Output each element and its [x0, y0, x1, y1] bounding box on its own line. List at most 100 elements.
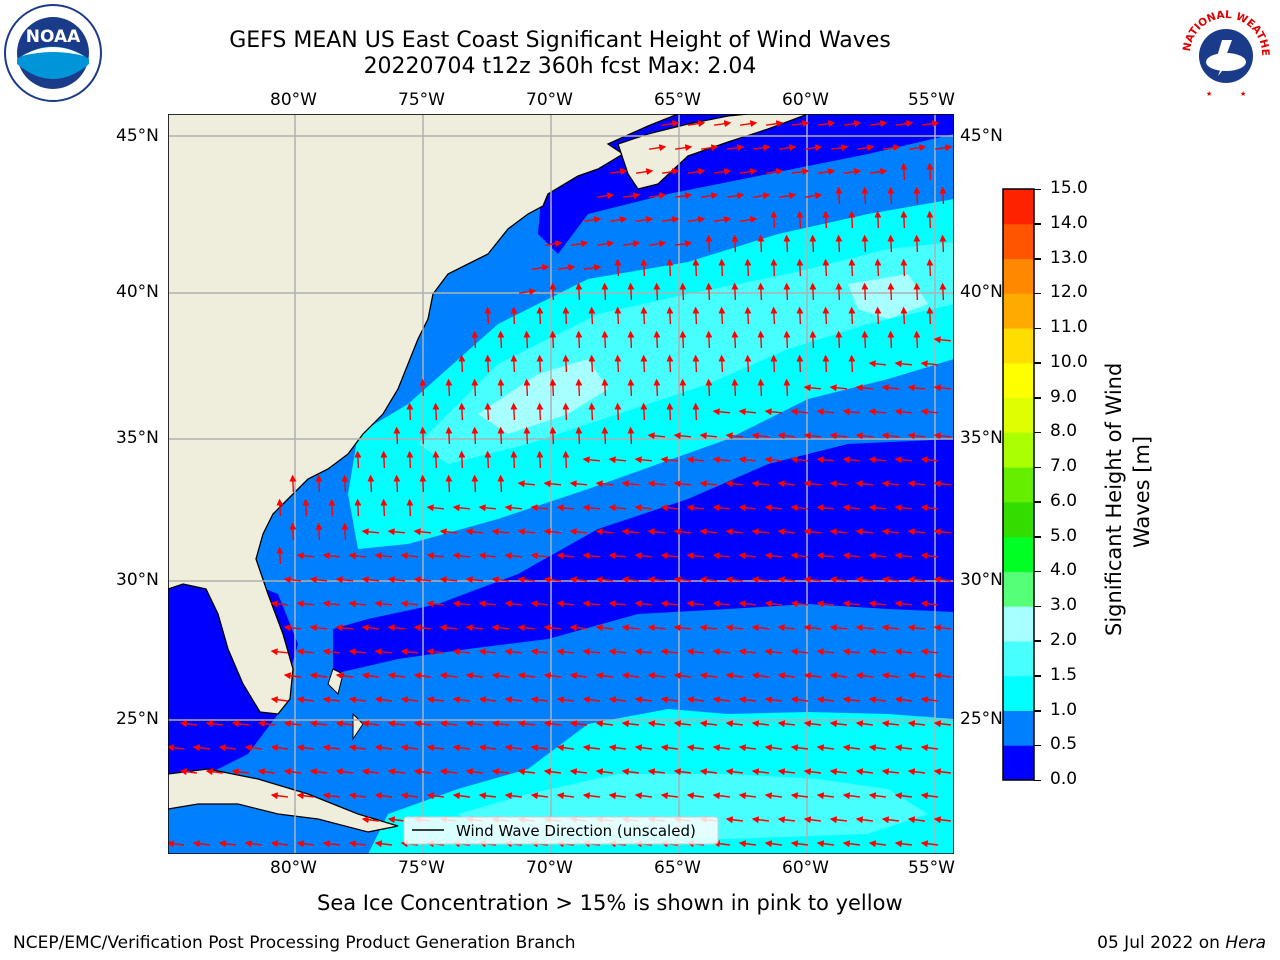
wave-direction-arrow: [920, 456, 939, 464]
wave-direction-arrow: [530, 792, 548, 800]
land-nova-scotia: [617, 114, 809, 190]
wave-direction-arrow: [244, 744, 262, 752]
wave-direction-arrow: [842, 744, 860, 752]
wave-direction-arrow: [660, 648, 679, 656]
wave-direction-arrow: [570, 240, 589, 248]
wave-direction-arrow: [452, 648, 471, 656]
wave-direction-arrow: [907, 672, 925, 680]
wave-direction-arrow: [523, 330, 531, 349]
colorbar-tick-label: 1.0: [1050, 699, 1078, 720]
wave-direction-arrow: [458, 402, 466, 421]
wave-direction-arrow: [335, 576, 354, 584]
wave-direction-arrow: [757, 330, 765, 349]
wave-direction-arrow: [491, 720, 509, 728]
legend-label: Wind Wave Direction (unscaled): [456, 822, 696, 840]
wave-direction-arrow: [718, 354, 726, 373]
wave-direction-arrow: [666, 354, 674, 373]
wave-direction-arrow: [673, 672, 691, 680]
colorbar-swatch: [1003, 189, 1034, 225]
colorbar-tick-label: 14.0: [1050, 212, 1088, 233]
wave-direction-arrow: [419, 378, 427, 397]
wave-direction-arrow: [504, 600, 523, 608]
wave-direction-arrow: [829, 432, 848, 440]
wave-direction-arrow: [712, 744, 730, 752]
wave-direction-arrow: [634, 504, 653, 512]
wave-direction-arrow: [829, 720, 847, 728]
wave-direction-arrow: [900, 306, 908, 325]
wave-direction-arrow: [705, 234, 713, 253]
wave-direction-arrow: [660, 504, 679, 512]
wave-direction-arrow: [614, 306, 622, 325]
wave-direction-arrow: [791, 120, 810, 128]
wave-direction-arrow: [549, 330, 557, 349]
wave-direction-arrow: [887, 330, 895, 349]
wave-direction-arrow: [894, 360, 913, 368]
wave-direction-arrow: [608, 552, 627, 560]
wave-direction-arrow: [556, 744, 574, 752]
wave-direction-arrow: [783, 282, 791, 301]
wave-direction-arrow: [881, 768, 899, 776]
wave-direction-arrow: [647, 480, 666, 488]
wave-direction-arrow: [465, 624, 484, 632]
wave-direction-arrow: [908, 144, 927, 152]
wave-direction-arrow: [387, 720, 405, 728]
wave-direction-arrow: [855, 624, 874, 632]
wave-direction-arrow: [738, 696, 756, 704]
wave-direction-arrow: [556, 696, 574, 704]
wave-direction-arrow: [458, 450, 466, 469]
wave-direction-arrow: [627, 282, 635, 301]
wave-direction-arrow: [686, 696, 704, 704]
wave-direction-arrow: [354, 498, 362, 517]
footer-date-text: 05 Jul 2022 on: [1097, 933, 1226, 953]
wave-direction-arrow: [816, 648, 835, 656]
wave-direction-arrow: [491, 528, 510, 536]
wave-direction-arrow: [765, 168, 784, 176]
colorbar-tick-mark: [1034, 362, 1041, 364]
wave-direction-arrow: [926, 258, 934, 277]
wave-direction-arrow: [231, 720, 249, 728]
wave-direction-arrow: [439, 576, 458, 584]
wave-direction-arrow: [764, 840, 782, 848]
wave-direction-arrow: [933, 768, 951, 776]
wave-direction-arrow: [913, 234, 921, 253]
wave-direction-arrow: [687, 120, 706, 128]
wave-direction-arrow: [335, 624, 354, 632]
colorbar: [1002, 188, 1035, 781]
lat-label-left: 25°N: [116, 709, 159, 729]
wave-direction-arrow: [679, 330, 687, 349]
wave-direction-arrow: [647, 528, 666, 536]
wave-direction-arrow: [848, 354, 856, 373]
wave-direction-arrow: [686, 600, 705, 608]
wave-direction-arrow: [569, 768, 587, 776]
wave-direction-arrow: [465, 768, 483, 776]
colorbar-tick-label: 3.0: [1050, 595, 1078, 616]
wave-direction-arrow: [648, 192, 667, 200]
wave-direction-arrow: [419, 474, 427, 493]
wave-direction-arrow: [822, 354, 830, 373]
wave-direction-arrow: [575, 426, 583, 445]
wave-direction-arrow: [822, 258, 830, 277]
wave-direction-arrow: [900, 258, 908, 277]
wave-direction-arrow: [829, 480, 848, 488]
wave-direction-arrow: [699, 672, 717, 680]
wave-direction-arrow: [868, 504, 887, 512]
wave-direction-arrow: [601, 282, 609, 301]
wave-direction-arrow: [296, 648, 315, 656]
wave-direction-arrow: [712, 552, 731, 560]
footer-host: Hera: [1225, 933, 1266, 953]
wave-direction-arrow: [536, 354, 544, 373]
wave-direction-arrow: [484, 354, 492, 373]
wave-direction-arrow: [569, 624, 588, 632]
wave-direction-arrow: [518, 288, 537, 296]
wave-direction-arrow: [861, 282, 869, 301]
wave-direction-arrow: [830, 144, 849, 152]
lon-label-top: 70°W: [526, 90, 573, 110]
wave-direction-arrow: [868, 408, 887, 416]
wave-direction-arrow: [348, 552, 367, 560]
wave-direction-arrow: [387, 768, 405, 776]
wave-direction-arrow: [309, 720, 327, 728]
lon-label-bottom: 55°W: [908, 858, 955, 878]
wave-direction-arrow: [829, 816, 847, 824]
wave-direction-arrow: [367, 474, 375, 493]
colorbar-swatch: [1003, 536, 1034, 572]
